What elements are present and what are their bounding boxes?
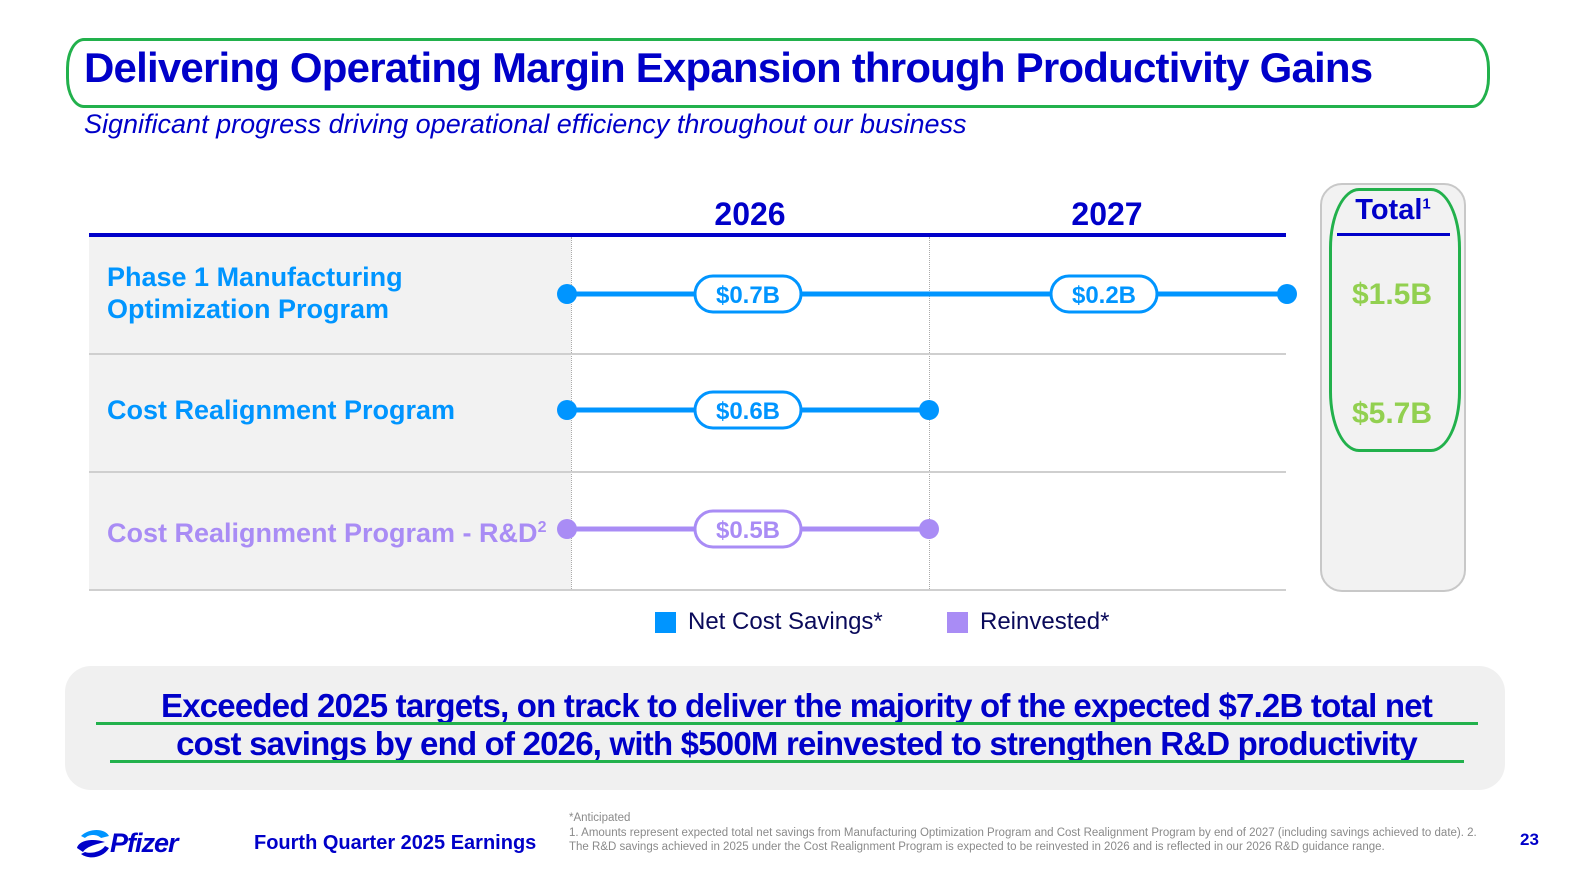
legend-swatch: [655, 611, 676, 633]
total-annotation-ring: [1329, 188, 1461, 452]
header-rule: [89, 233, 1286, 237]
label-column-background: [89, 237, 571, 591]
callout-underline: [96, 722, 1478, 725]
footnote-anticipated: *Anticipated: [569, 812, 631, 824]
legend-item-net-cost-savings: Net Cost Savings*: [655, 608, 883, 636]
row-label-line1: Phase 1 Manufacturing: [107, 262, 403, 292]
timeline-end-dot: [919, 519, 939, 539]
total-header: Total1: [1337, 194, 1449, 227]
total-header-rule: [1337, 233, 1450, 236]
row-divider: [89, 471, 1286, 473]
value-pill: [693, 274, 803, 314]
timeline-end-dot: [919, 400, 939, 420]
pfizer-wordmark: Pfizer: [110, 828, 179, 858]
timeline-start-dot: [557, 519, 577, 539]
page-subtitle: Significant progress driving operational…: [84, 109, 967, 139]
footnotes: *Anticipated 1. Amounts represent expect…: [569, 811, 1489, 855]
row-label-manufacturing: Phase 1 Manufacturing Optimization Progr…: [107, 261, 403, 325]
value-label: $0.6B: [716, 398, 780, 425]
total-header-label: Total: [1355, 194, 1423, 226]
timeline-end-dot: [1277, 284, 1297, 304]
legend-label: Reinvested*: [980, 608, 1110, 635]
legend-swatch: [947, 611, 968, 633]
total-column: [1320, 183, 1466, 592]
value-pill: [693, 509, 803, 549]
value-pill: [693, 390, 803, 430]
row-divider: [89, 353, 1286, 355]
row-label-line1: Cost Realignment Program: [107, 395, 456, 425]
period-header-2027: 2027: [1071, 196, 1143, 232]
value-label: $0.7B: [716, 282, 780, 309]
row-label-cost-realignment: Cost Realignment Program: [107, 394, 455, 426]
value-pill: [1049, 274, 1159, 314]
timeline-start-dot: [557, 400, 577, 420]
total-value-cost-realignment: $5.7B: [1351, 397, 1433, 430]
pfizer-logo-icon: [77, 830, 109, 858]
row-label-line2: Optimization Program: [107, 294, 390, 324]
footer-title: Fourth Quarter 2025 Earnings: [254, 832, 537, 854]
legend-item-reinvested: Reinvested*: [947, 608, 1109, 636]
row-label-cost-realignment-rd: Cost Realignment Program - R&D2: [107, 512, 546, 549]
footnote-marker: 1: [1422, 195, 1431, 213]
callout-line-1: Exceeded 2025 targets, on track to deliv…: [160, 687, 1433, 724]
page-number: 23: [1520, 830, 1539, 849]
row-label-line1: Cost Realignment Program - R&D: [107, 518, 538, 548]
value-label: $0.2B: [1072, 282, 1136, 309]
footnote-marker: 2: [537, 519, 547, 536]
callout-line-2: cost savings by end of 2026, with $500M …: [176, 725, 1418, 762]
footnote-details: 1. Amounts represent expected total net …: [569, 826, 1477, 854]
key-message-callout: [65, 666, 1505, 790]
period-header-2026: 2026: [714, 196, 786, 232]
page-title: Delivering Operating Margin Expansion th…: [84, 44, 1373, 91]
callout-underline: [110, 760, 1464, 763]
total-value-manufacturing: $1.5B: [1351, 278, 1433, 311]
legend-label: Net Cost Savings*: [688, 608, 883, 635]
timeline-start-dot: [557, 284, 577, 304]
row-divider: [89, 589, 1286, 591]
title-annotation-ring: [66, 38, 1490, 108]
value-label: $0.5B: [716, 517, 780, 544]
